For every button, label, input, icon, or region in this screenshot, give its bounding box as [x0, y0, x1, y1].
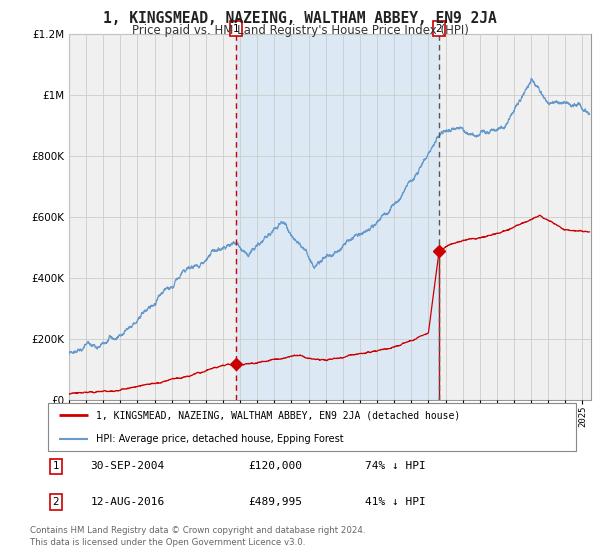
Text: 1, KINGSMEAD, NAZEING, WALTHAM ABBEY, EN9 2JA (detached house): 1, KINGSMEAD, NAZEING, WALTHAM ABBEY, EN…	[95, 410, 460, 420]
Text: This data is licensed under the Open Government Licence v3.0.: This data is licensed under the Open Gov…	[30, 539, 305, 548]
Text: HPI: Average price, detached house, Epping Forest: HPI: Average price, detached house, Eppi…	[95, 434, 343, 444]
Text: 1: 1	[53, 461, 59, 472]
Bar	[236, 34, 439, 400]
Text: 12-AUG-2016: 12-AUG-2016	[90, 497, 164, 507]
Text: Contains HM Land Registry data © Crown copyright and database right 2024.: Contains HM Land Registry data © Crown c…	[30, 526, 365, 535]
Text: 2: 2	[436, 24, 442, 34]
Text: 1: 1	[233, 24, 239, 34]
Text: £120,000: £120,000	[248, 461, 302, 472]
Text: £489,995: £489,995	[248, 497, 302, 507]
Text: 41% ↓ HPI: 41% ↓ HPI	[365, 497, 425, 507]
Text: 74% ↓ HPI: 74% ↓ HPI	[365, 461, 425, 472]
Text: Price paid vs. HM Land Registry's House Price Index (HPI): Price paid vs. HM Land Registry's House …	[131, 24, 469, 37]
Text: 30-SEP-2004: 30-SEP-2004	[90, 461, 164, 472]
Text: 2: 2	[53, 497, 59, 507]
Text: 1, KINGSMEAD, NAZEING, WALTHAM ABBEY, EN9 2JA: 1, KINGSMEAD, NAZEING, WALTHAM ABBEY, EN…	[103, 11, 497, 26]
FancyBboxPatch shape	[48, 403, 576, 451]
